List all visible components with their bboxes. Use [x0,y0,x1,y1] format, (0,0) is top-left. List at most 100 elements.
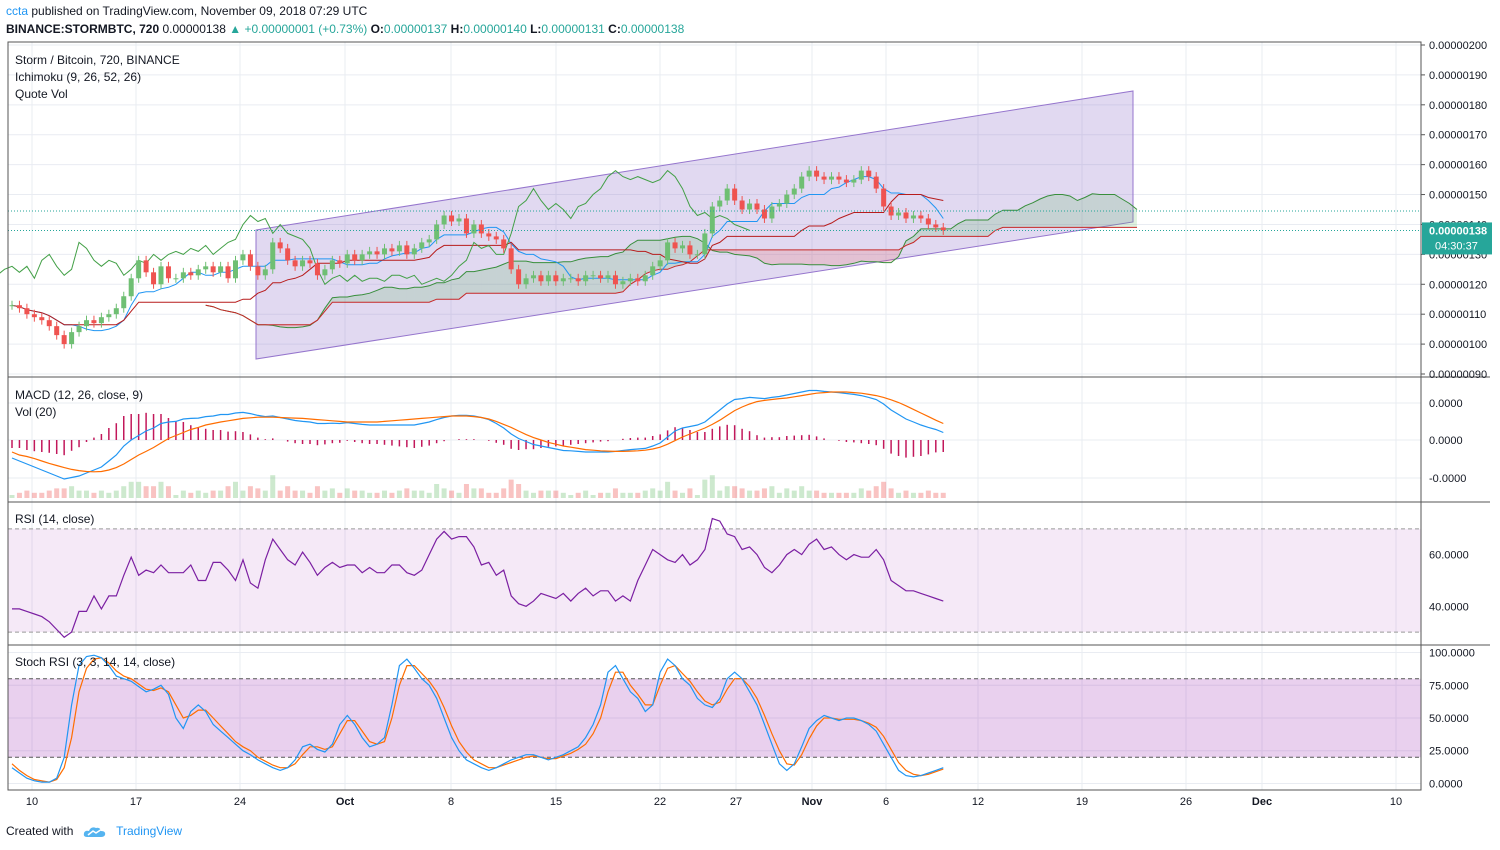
close-label: C: [608,22,621,36]
volume-bar [434,484,440,498]
candle-body [84,320,89,327]
x-tick-label: 24 [234,796,246,808]
volume-bar [918,492,924,498]
volume-bar [896,492,902,498]
candle-body [486,233,492,237]
ichimoku-cloud-segment [1047,194,1055,228]
ichimoku-cloud-segment [615,252,623,294]
volume-bar [374,492,380,498]
signal-line [11,391,944,473]
author-link[interactable]: ccta [6,4,29,18]
volume-bar [858,488,864,498]
candle-body [329,260,335,270]
x-tick-label: 10 [1390,796,1402,808]
candle-body [709,206,715,234]
parallel-channel[interactable] [255,90,1134,360]
ichimoku-cloud-segment [451,278,459,300]
candle-body [352,254,358,261]
candle-body [493,236,499,240]
ichimoku-cloud-segment [771,249,780,265]
low-label: L: [530,22,542,36]
volume-bar [806,490,812,498]
volume-bar [173,495,179,498]
price-change: +0.00000001 (+0.73%) [244,22,368,36]
ichimoku-cloud-segment [1092,193,1100,228]
x-tick-label: 15 [550,796,562,808]
ichimoku-cloud-segment [481,268,489,294]
candle-body [642,275,648,282]
candle-body [54,326,60,336]
rsi-pane[interactable] [8,517,1421,639]
candle-body [76,326,82,333]
volume-bar [687,488,693,498]
candle-body [16,305,22,309]
candle-body [568,278,574,280]
candle-body [724,188,730,201]
ichimoku-cloud-segment [958,219,966,237]
candle-body [136,260,142,279]
macd-tick-label: -0.0000 [1429,473,1466,485]
price-pane[interactable] [0,166,1421,349]
ichimoku-cloud-segment [831,249,839,266]
candle-body [218,266,224,273]
x-tick-label: 22 [654,796,666,808]
candle-body [225,266,231,279]
volume-bar [136,481,142,498]
candle-body [739,200,745,210]
ichimoku-cloud-segment [563,261,571,294]
candle-body [374,251,380,255]
ichimoku-cloud-segment [429,282,437,303]
volume-bar [188,492,194,498]
stoch-rsi-pane[interactable] [8,654,1421,783]
volume-bar [9,495,15,498]
last-price-badge [1422,222,1492,255]
ichimoku-cloud-segment [645,240,653,274]
bar-countdown: 04:30:37 [1435,240,1478,252]
ichimoku-cloud-segment [578,258,586,294]
ichimoku-cloud-segment [824,249,832,266]
volume-bar [568,495,574,498]
volume-bar [575,492,581,498]
candle-body [113,308,119,315]
candle-body [434,224,440,240]
candle-body [359,254,365,261]
candle-body [590,275,596,277]
grid-lines [8,42,1421,790]
x-tick-label: 6 [883,796,889,808]
volume-bar [16,492,22,498]
rsi-line [12,517,944,639]
volume-bar [277,490,283,498]
candle-body [240,254,246,261]
volume-bar [106,492,112,498]
rsi-legend: RSI (14, close) [15,512,94,526]
volume-bar [739,488,745,498]
volume-bar [650,488,656,498]
candle-body [687,245,693,255]
candle-body [367,251,373,255]
ichimoku-cloud-segment [794,249,802,265]
candle-body [151,272,157,285]
volume-bar [799,486,805,498]
ichimoku-cloud-segment [377,287,385,303]
tradingview-link[interactable]: TradingView [116,824,183,838]
senkou-span-a [205,193,1138,329]
volume-bar [523,490,529,498]
candle-body [791,188,797,195]
ichimoku-cloud-segment [1002,210,1011,228]
candle-body [821,176,827,180]
candle-body [680,245,685,249]
x-tick-label: Oct [336,796,355,808]
candle-body [598,275,604,279]
candle-body [307,260,313,264]
volume-bar [925,490,931,498]
candle-body [337,260,343,264]
volume-bar [54,488,60,498]
candle-body [382,248,387,255]
macd-pane[interactable] [9,389,946,499]
x-tick-label: Dec [1252,796,1272,808]
ichimoku-cloud-segment [444,279,452,300]
candle-body [747,203,753,210]
macd-tick-label: 0.0000 [1429,398,1463,410]
macd-tick-label: 0.0000 [1429,435,1463,447]
